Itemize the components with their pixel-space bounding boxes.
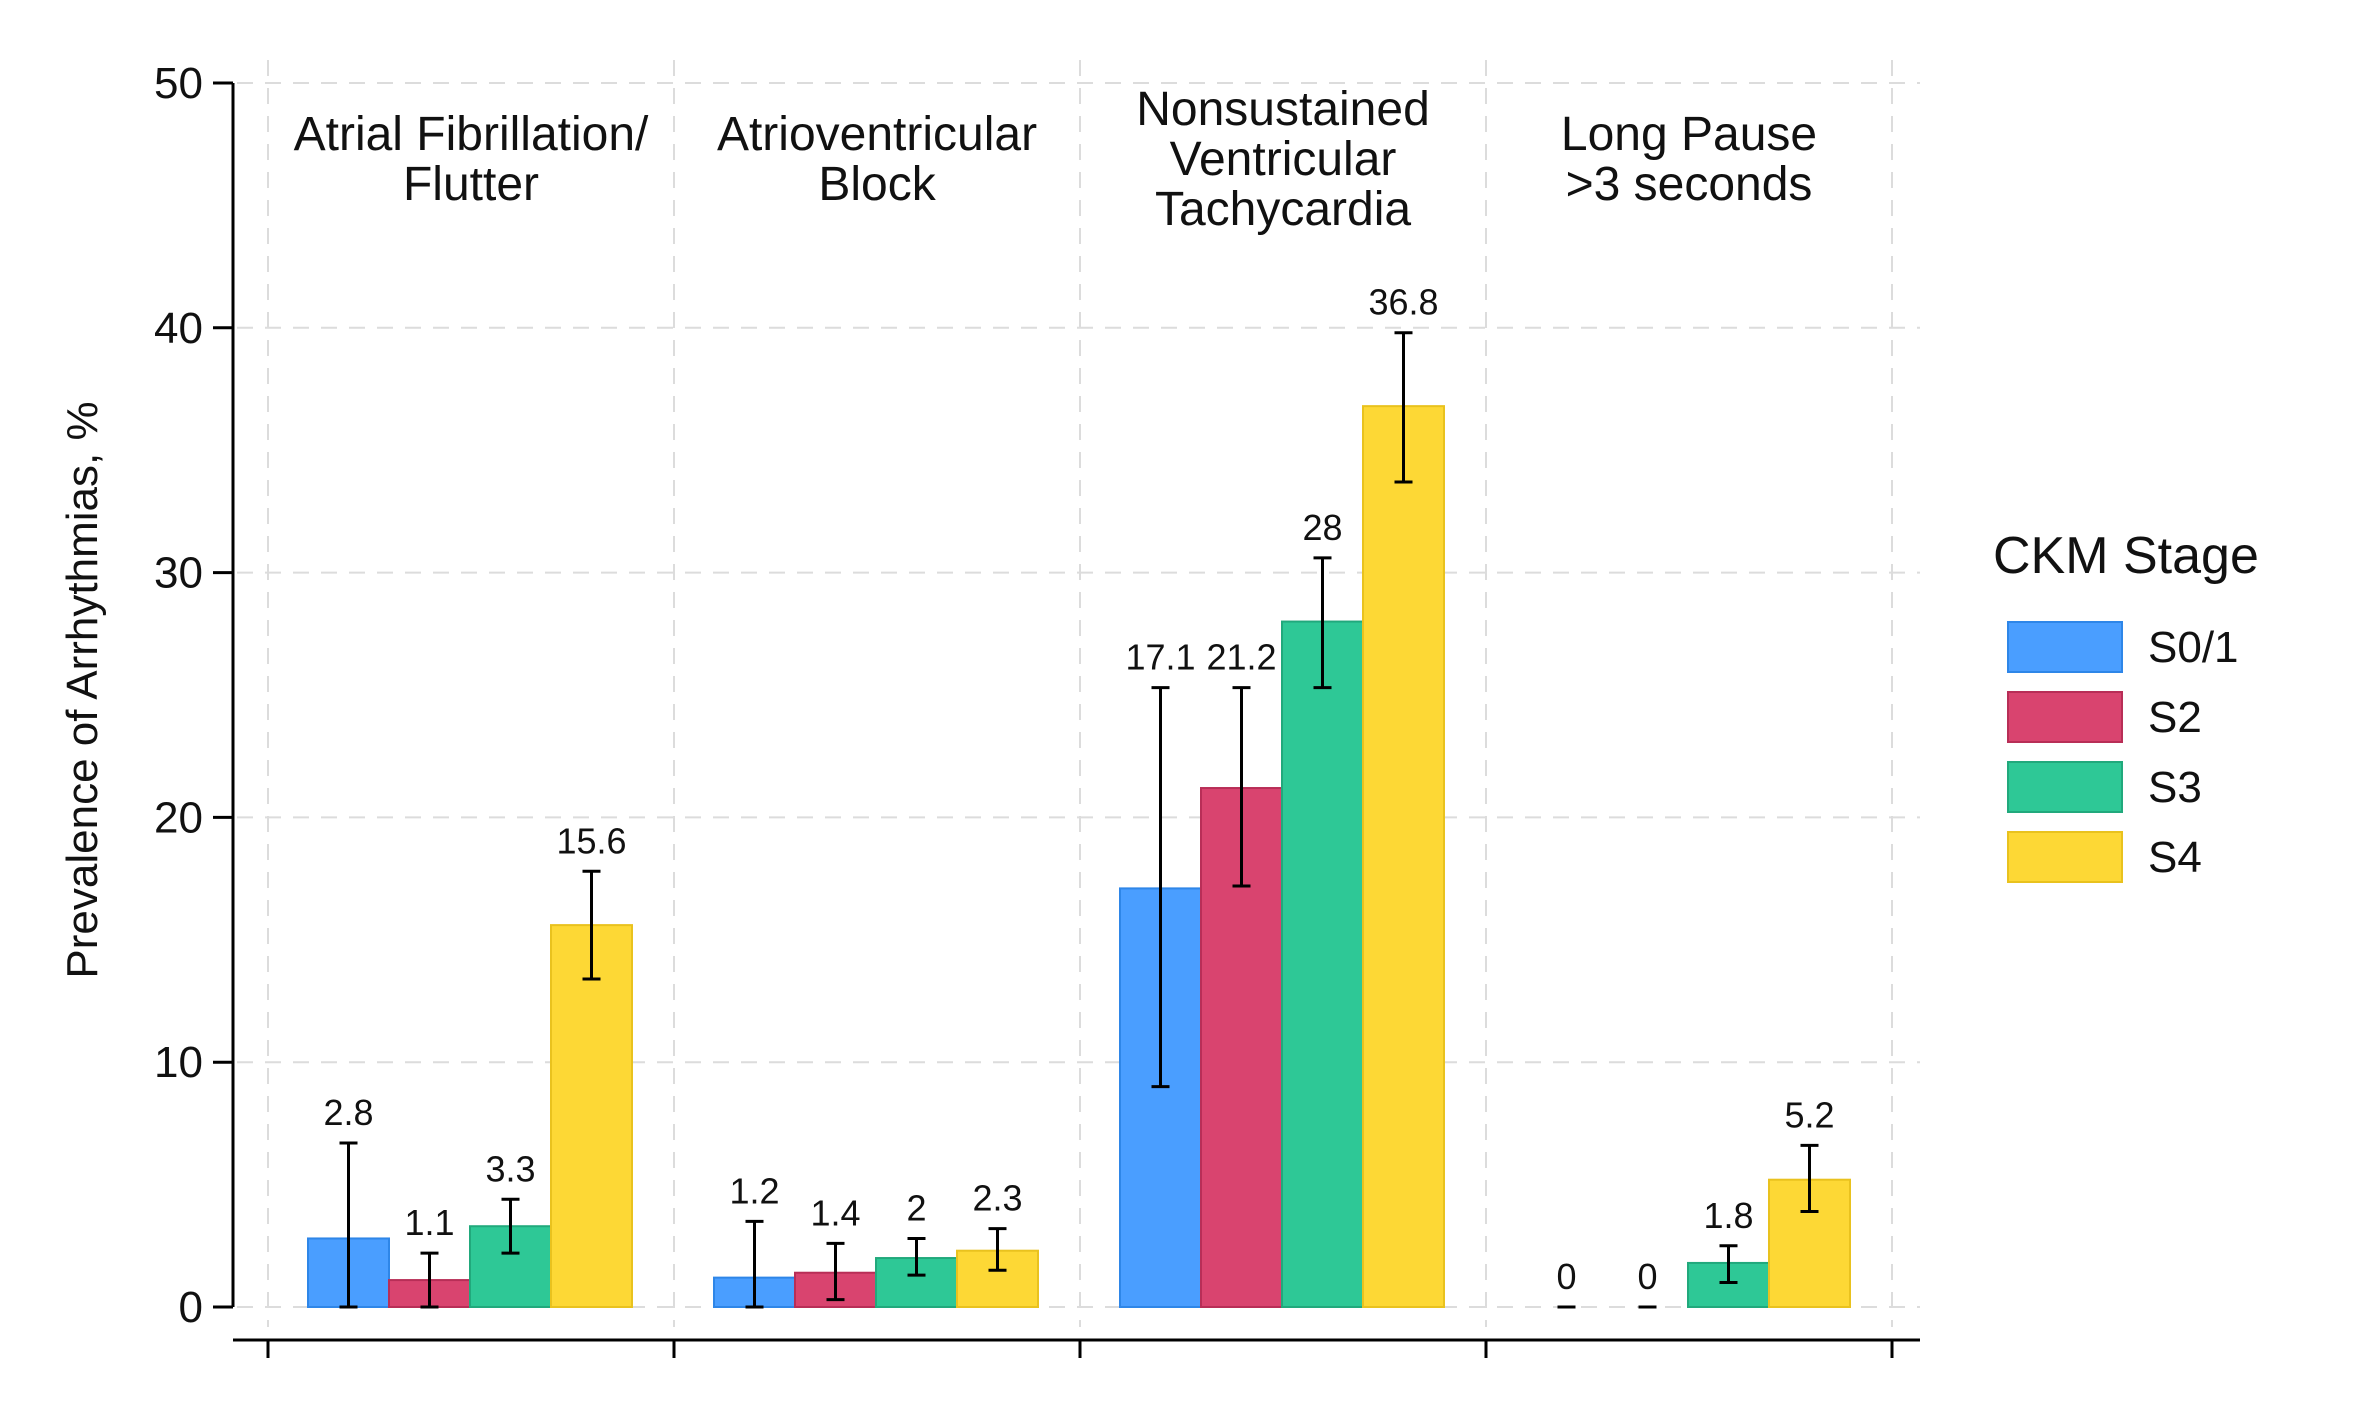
panel-title: Atrial Fibrillation/Flutter <box>294 108 649 211</box>
legend: CKM Stage S0/1 S2 S3 S4 <box>1993 527 2259 883</box>
y-tick-label: 10 <box>154 1038 203 1087</box>
panel-title-line: Tachycardia <box>1155 183 1411 236</box>
gridlines <box>237 60 1920 1327</box>
data-label: 0 <box>1556 1256 1576 1297</box>
data-labels: 2.8 1.1 3.3 15.6 1.2 1.4 2 2.3 17.1 21.2 28 36.8 0 0 1… <box>323 282 1834 1297</box>
data-label: 2.8 <box>323 1092 373 1133</box>
data-label: 28 <box>1302 507 1342 548</box>
panel-title: Nonsustained Ventricular Tachycardia <box>1136 83 1430 236</box>
legend-swatch-s3 <box>2007 761 2123 813</box>
bar-s4 <box>550 924 633 1308</box>
data-label: 1.8 <box>1703 1195 1753 1236</box>
legend-label: S4 <box>2148 833 2202 882</box>
data-label: 17.1 <box>1125 637 1195 678</box>
data-label: 5.2 <box>1784 1094 1834 1135</box>
legend-label: S0/1 <box>2148 623 2239 672</box>
data-label: 36.8 <box>1368 282 1438 323</box>
bar-s3 <box>1281 620 1364 1308</box>
data-label: 1.1 <box>404 1202 454 1243</box>
y-tick-label: 20 <box>154 793 203 842</box>
panel-title-line: Block <box>818 158 936 211</box>
panel-title-line: Flutter <box>403 158 539 211</box>
y-tick-label: 30 <box>154 549 203 598</box>
bar-s4 <box>1362 405 1445 1308</box>
panel-title-line: >3 seconds <box>1566 158 1813 211</box>
panel-title: Atrioventricular Block <box>717 108 1037 211</box>
bars <box>307 405 1851 1309</box>
y-tick-label: 40 <box>154 304 203 353</box>
panel-title-line: Ventricular <box>1170 133 1397 186</box>
data-label: 21.2 <box>1206 637 1276 678</box>
legend-label: S2 <box>2148 693 2202 742</box>
legend-label: S3 <box>2148 763 2202 812</box>
legend-title: CKM Stage <box>1993 527 2259 585</box>
data-label: 3.3 <box>485 1148 535 1189</box>
panel-title-line: Atrioventricular <box>717 108 1037 161</box>
error-bars <box>339 331 1819 1309</box>
y-tick-label: 0 <box>179 1283 203 1332</box>
data-label: 2 <box>906 1187 926 1228</box>
data-label: 15.6 <box>556 820 626 861</box>
panel-title-line: Long Pause <box>1561 108 1817 161</box>
data-label: 2.3 <box>972 1178 1022 1219</box>
legend-swatch-s2 <box>2007 691 2123 743</box>
panel-titles: Atrial Fibrillation/Flutter Atrioventricu… <box>294 83 1818 236</box>
data-label: 1.4 <box>810 1192 860 1233</box>
data-label: 1.2 <box>729 1170 779 1211</box>
panel-title-line: Nonsustained <box>1136 83 1430 136</box>
y-axis-title: Prevalence of Arrhythmias, % <box>58 401 107 978</box>
panel-title-line: Atrial Fibrillation/ <box>294 108 649 161</box>
y-tick-label: 50 <box>154 59 203 108</box>
panel-title: Long Pause >3 seconds <box>1561 108 1817 211</box>
data-label: 0 <box>1637 1256 1657 1297</box>
legend-swatch-s4 <box>2007 831 2123 883</box>
legend-swatch-s0-1 <box>2007 621 2123 673</box>
